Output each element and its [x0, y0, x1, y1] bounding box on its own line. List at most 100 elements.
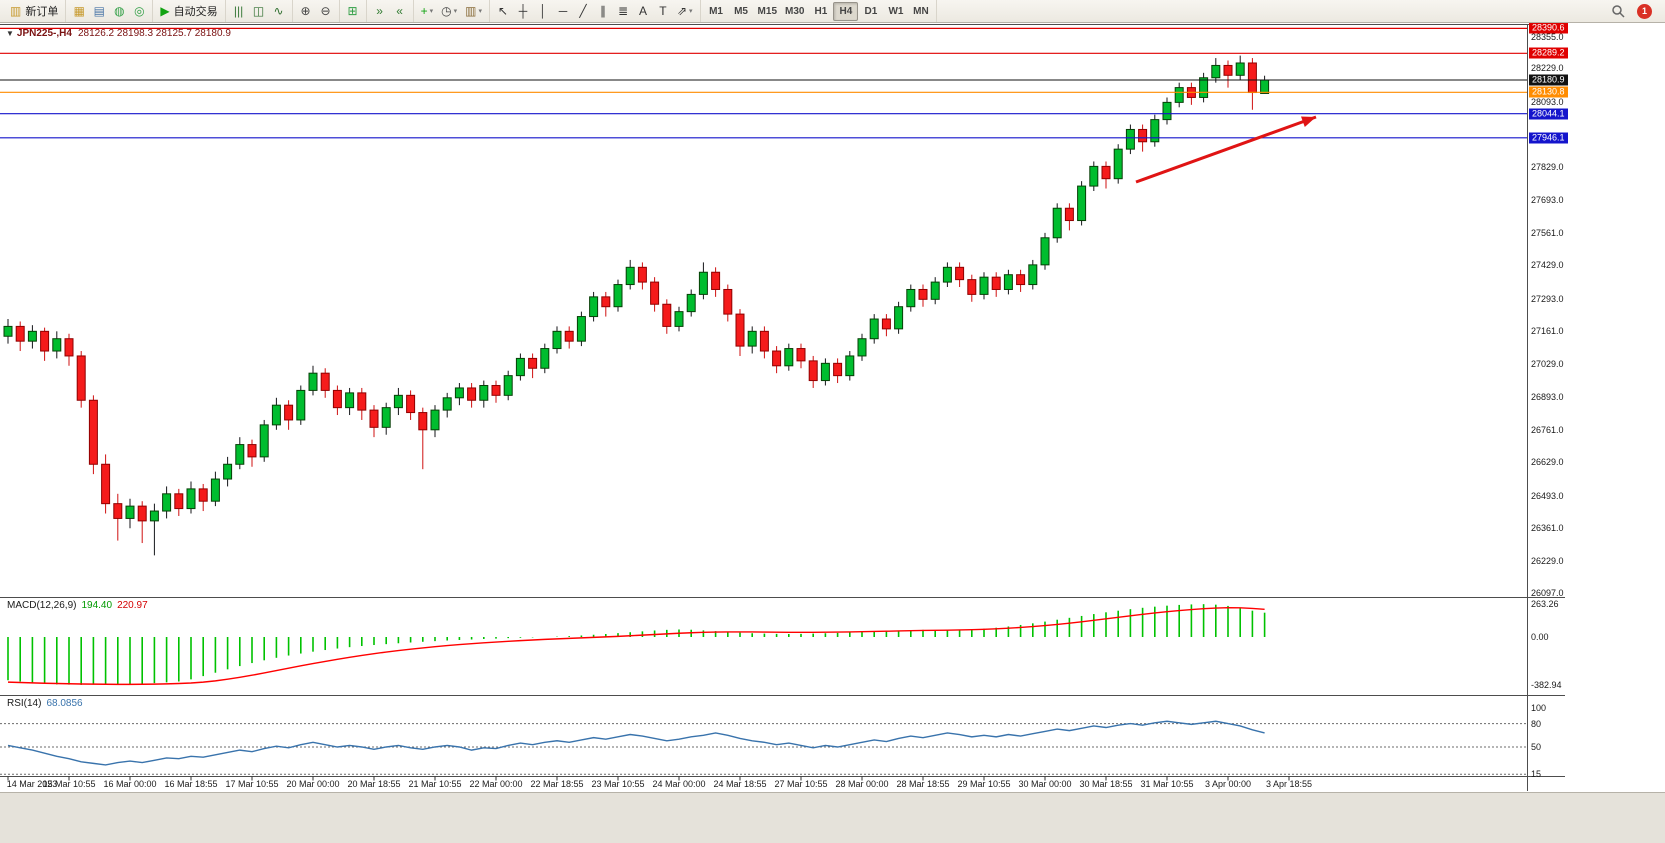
candle [1040, 237, 1050, 266]
candle [589, 296, 599, 318]
window-group: ▦ ▤ ◍ ◎ [66, 0, 154, 22]
candle [332, 389, 342, 409]
cursor-icon[interactable]: ↖ [497, 4, 508, 18]
candle [381, 407, 391, 428]
toolbar-right: 1 [1607, 2, 1662, 21]
timeframe-mn-button[interactable]: MN [913, 5, 929, 17]
candle [1247, 62, 1257, 94]
timeframe-h1-button[interactable]: H1 [814, 5, 828, 17]
insert-group: + ▾ ◷ ▾ ▥ ▾ [414, 0, 490, 22]
vertical-line-icon[interactable]: │ [539, 4, 547, 18]
candle [759, 330, 769, 352]
new-chart-icon[interactable]: ▦ [73, 4, 86, 18]
arrows-icon[interactable]: ⇗ ▾ [676, 4, 693, 18]
zoom-out-icon[interactable]: ⊖ [320, 4, 331, 18]
templates-icon[interactable]: ▥ ▾ [465, 4, 482, 18]
candle [174, 493, 184, 510]
trendline-icon[interactable]: ╱ [579, 4, 587, 18]
channel-icon[interactable]: ∥ [599, 4, 606, 18]
candle [320, 372, 330, 391]
chart-shift-icon[interactable]: « [396, 4, 403, 18]
candle [149, 510, 159, 522]
candle [503, 375, 513, 396]
macd-signal-line [7, 606, 1265, 686]
fibonacci-icon[interactable]: ≣ [617, 4, 628, 18]
candle [247, 444, 257, 458]
navigator-icon[interactable]: ◎ [134, 4, 145, 18]
candle [3, 325, 13, 337]
candle [735, 313, 745, 347]
drawing-group: ↖ ┼ │ ─ ╱ ∥ ≣ A T ⇗ ▾ [490, 0, 701, 22]
timeframe-m15-button[interactable]: M15 [757, 5, 777, 17]
candle [894, 306, 904, 330]
timeframe-m5-button[interactable]: M5 [734, 5, 748, 17]
timeframe-h4-button[interactable]: H4 [833, 1, 859, 21]
order-group: ▥ 新订单 [3, 0, 67, 22]
candle [296, 389, 306, 421]
candle [1174, 87, 1184, 103]
candle [357, 392, 367, 411]
candle [1089, 165, 1099, 187]
auto-scroll-icon[interactable]: » [376, 4, 383, 18]
candle [857, 338, 867, 357]
profiles-icon[interactable]: ▤ [93, 4, 106, 18]
text-label-icon[interactable]: T [659, 4, 667, 18]
line-chart-icon[interactable]: ∿ [273, 4, 284, 18]
candle [442, 397, 452, 411]
notification-badge[interactable]: 1 [1637, 3, 1652, 19]
macd-name: MACD(12,26,9) [7, 600, 77, 611]
candle [1016, 274, 1026, 286]
new-order-button[interactable]: ▥ 新订单 [10, 4, 59, 18]
candle [747, 330, 757, 347]
candle [942, 266, 952, 283]
zoom-group: ⊕ ⊖ [293, 0, 340, 22]
candle [881, 318, 891, 330]
candle [637, 266, 647, 283]
candlestick-icon[interactable]: ◫ [252, 4, 265, 18]
candle [430, 409, 440, 431]
candle [540, 348, 550, 369]
arrange-group: ⊞ [340, 0, 367, 22]
indicators-icon[interactable]: + ▾ [420, 4, 434, 18]
tile-windows-icon[interactable]: ⊞ [347, 4, 358, 18]
autotrading-button[interactable]: ▶ 自动交易 [160, 4, 218, 18]
candle [723, 288, 733, 315]
candle [967, 279, 977, 295]
toolbar-groups: ▥ 新订单 ▦ ▤ ◍ ◎ ▶ 自动交易 ||| ◫ ∿ ⊕ ⊖ ⊞» «+ ▾ ◷ ▾ ▥ ▾ ↖ ┼ │ ─ ╱ ∥ ≣ A T ⇗ ▾… [3, 0, 938, 22]
candle [564, 330, 574, 342]
candle [796, 348, 806, 362]
candle [259, 424, 269, 458]
candle [125, 505, 135, 519]
timeframe-w1-button[interactable]: W1 [888, 5, 904, 17]
candle [686, 293, 696, 313]
candle [1162, 101, 1172, 121]
chart-collapse-icon[interactable]: ▼ [6, 29, 14, 38]
candle [235, 444, 245, 465]
bar-chart-icon[interactable]: ||| [233, 4, 244, 18]
candle [1113, 148, 1123, 180]
crosshair-icon[interactable]: ┼ [518, 4, 528, 18]
candle [698, 271, 708, 295]
candle [625, 266, 635, 286]
zoom-in-icon[interactable]: ⊕ [300, 4, 311, 18]
candle [662, 303, 672, 327]
candle [552, 330, 562, 350]
candle [1211, 64, 1221, 79]
timeframe-m30-button[interactable]: M30 [785, 5, 805, 17]
timeframe-m1-button[interactable]: M1 [709, 5, 723, 17]
rsi-value: 68.0856 [46, 698, 83, 709]
candle [418, 412, 428, 431]
search-button[interactable] [1607, 2, 1629, 21]
periods-icon[interactable]: ◷ ▾ [441, 4, 458, 18]
chart-symbol-period: JPN225-,H4 [16, 28, 72, 39]
trend-arrow-object[interactable] [1135, 115, 1317, 184]
horizontal-line-icon[interactable]: ─ [558, 4, 568, 18]
timeframe-d1-button[interactable]: D1 [864, 5, 878, 17]
market-watch-icon[interactable]: ◍ [114, 4, 125, 18]
text-icon[interactable]: A [638, 4, 647, 18]
candle [1101, 165, 1111, 180]
candle [528, 357, 538, 369]
chart-ohlc-values: 28126.2 28198.3 28125.7 28180.9 [77, 28, 231, 39]
main-toolbar: ▥ 新订单 ▦ ▤ ◍ ◎ ▶ 自动交易 ||| ◫ ∿ ⊕ ⊖ ⊞» «+ ▾ ◷ ▾ ▥ ▾ ↖ ┼ │ ─ ╱ ∥ ≣ A T ⇗ ▾… [0, 0, 1665, 23]
